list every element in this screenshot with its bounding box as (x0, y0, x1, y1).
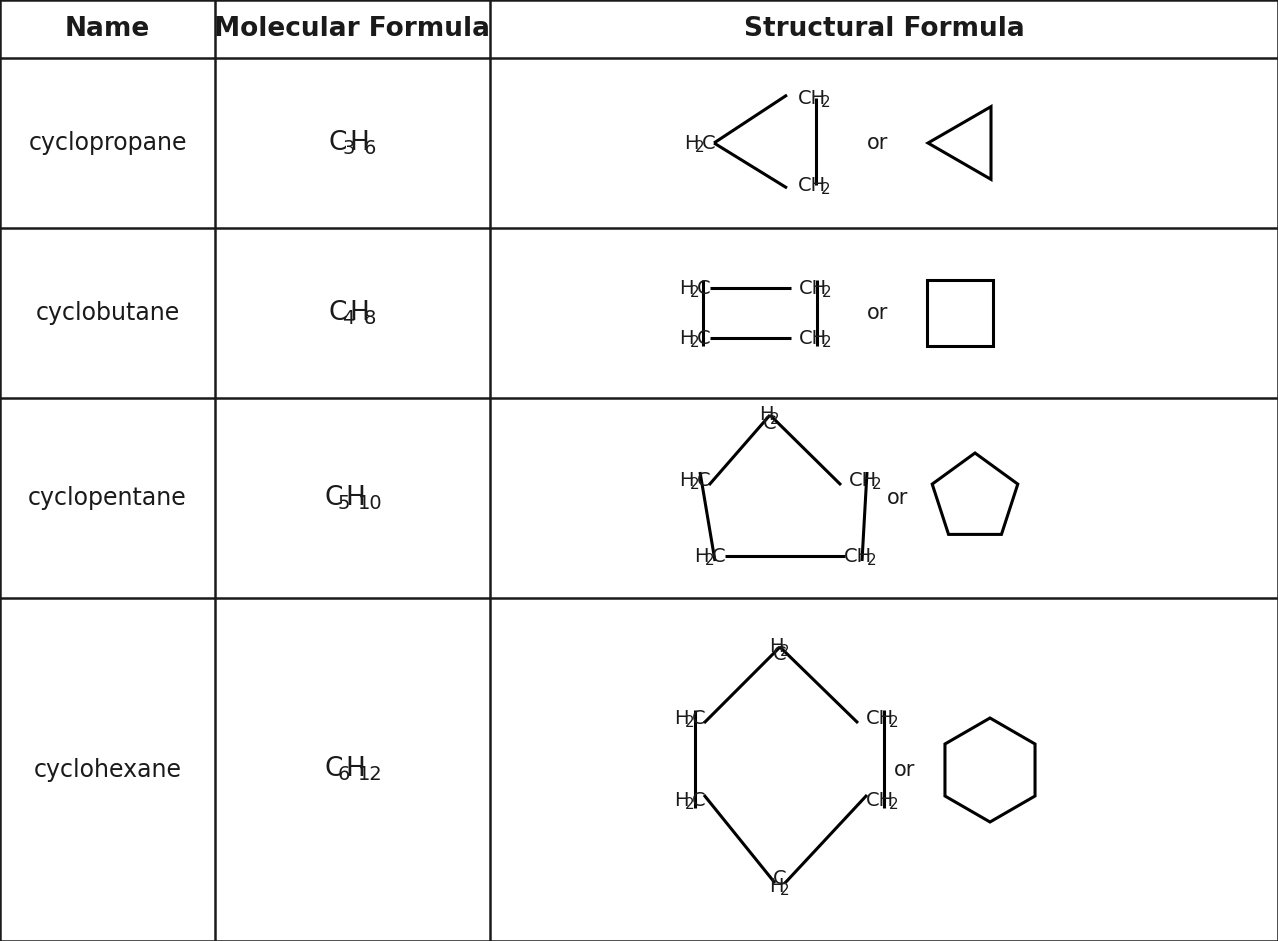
Text: 2: 2 (690, 285, 700, 300)
Text: C: C (325, 757, 343, 783)
Text: 2: 2 (866, 553, 877, 568)
Text: H: H (674, 709, 689, 727)
Text: H: H (679, 470, 694, 489)
Text: C: C (325, 485, 343, 511)
Text: Structural Formula: Structural Formula (744, 16, 1025, 42)
Text: cyclopentane: cyclopentane (28, 486, 187, 510)
Text: or: or (895, 760, 916, 780)
Text: CH: CH (799, 279, 827, 297)
Text: C: C (691, 790, 705, 809)
Text: H: H (674, 790, 689, 809)
Text: H: H (679, 279, 694, 297)
Text: or: or (868, 133, 888, 153)
Text: 12: 12 (358, 765, 382, 784)
Text: H: H (345, 757, 366, 783)
Text: C: C (691, 709, 705, 727)
Text: C: C (773, 646, 787, 664)
Text: or: or (887, 488, 909, 508)
Text: cyclobutane: cyclobutane (36, 301, 180, 325)
Text: 2: 2 (695, 140, 704, 155)
Text: 2: 2 (771, 411, 780, 426)
Text: H: H (759, 405, 773, 424)
Text: C: C (697, 328, 711, 347)
Text: 2: 2 (685, 715, 695, 730)
Text: C: C (697, 279, 711, 297)
Text: 2: 2 (889, 715, 898, 730)
Text: 2: 2 (820, 95, 831, 110)
Text: C: C (712, 547, 726, 566)
Text: CH: CH (799, 328, 827, 347)
Text: 2: 2 (822, 335, 832, 350)
Text: CH: CH (799, 176, 827, 195)
Text: H: H (684, 134, 699, 152)
Text: CH: CH (845, 547, 873, 566)
Text: cyclopropane: cyclopropane (28, 131, 187, 155)
Text: CH: CH (799, 88, 827, 107)
Text: H: H (694, 547, 708, 566)
Text: H: H (349, 300, 369, 326)
Text: C: C (328, 300, 346, 326)
Text: Molecular Formula: Molecular Formula (215, 16, 491, 42)
Text: C: C (328, 130, 346, 156)
Bar (927, 280, 993, 346)
Text: 8: 8 (364, 309, 376, 327)
Text: C: C (763, 413, 777, 433)
Text: 2: 2 (690, 335, 700, 350)
Text: 2: 2 (889, 797, 898, 812)
Text: cyclohexane: cyclohexane (33, 758, 181, 781)
Text: H: H (679, 328, 694, 347)
Text: 2: 2 (820, 182, 831, 197)
Text: or: or (868, 303, 888, 323)
Text: C: C (697, 470, 711, 489)
Text: H: H (769, 877, 783, 896)
Text: 3: 3 (343, 139, 354, 158)
Text: 2: 2 (705, 553, 714, 568)
Text: 5: 5 (337, 494, 350, 513)
Text: H: H (345, 485, 366, 511)
Text: 6: 6 (337, 765, 350, 784)
Text: CH: CH (866, 709, 895, 727)
Text: 2: 2 (690, 477, 700, 492)
Text: 2: 2 (685, 797, 695, 812)
Text: 2: 2 (780, 884, 790, 899)
Text: 2: 2 (872, 477, 882, 492)
Text: H: H (349, 130, 369, 156)
Text: CH: CH (849, 470, 877, 489)
Text: 2: 2 (780, 644, 790, 659)
Text: H: H (769, 637, 783, 656)
Text: CH: CH (866, 790, 895, 809)
Text: C: C (702, 134, 716, 152)
Text: 10: 10 (358, 494, 382, 513)
Text: C: C (773, 869, 787, 887)
Text: 2: 2 (822, 285, 832, 300)
Text: Name: Name (65, 16, 150, 42)
Text: 4: 4 (343, 309, 354, 327)
Text: 6: 6 (364, 139, 376, 158)
